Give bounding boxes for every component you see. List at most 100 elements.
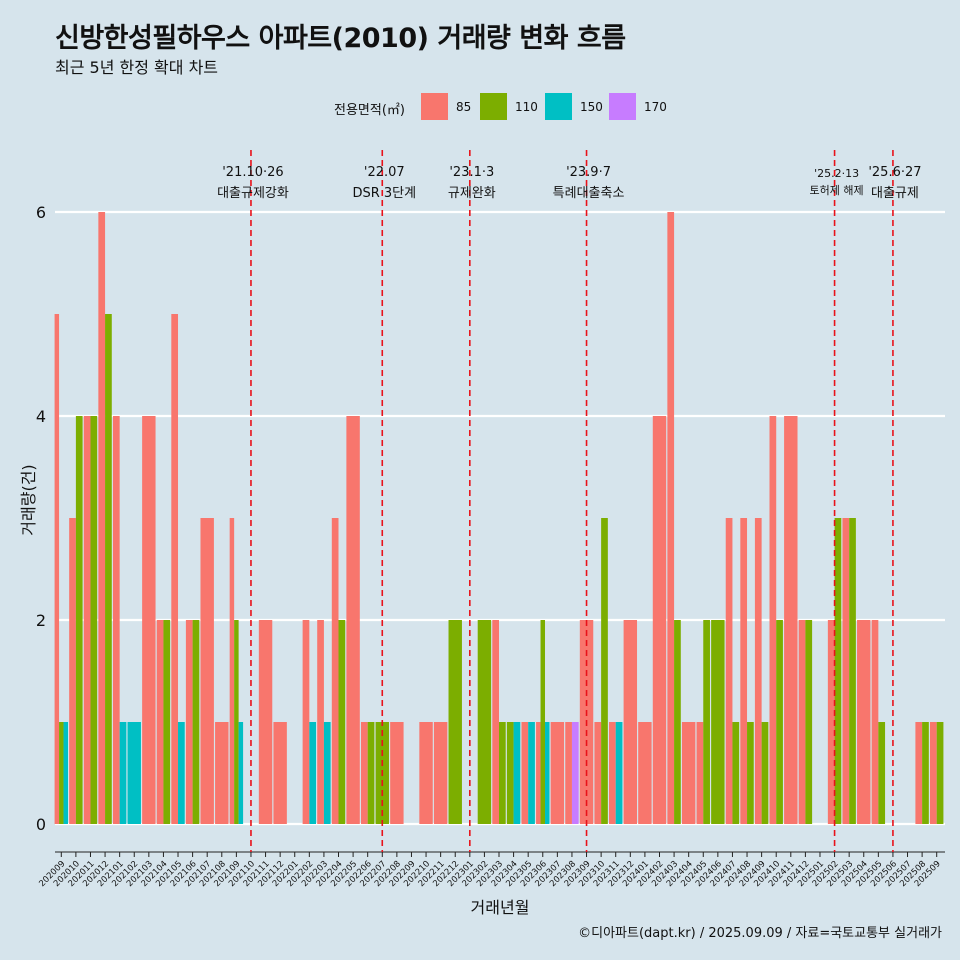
bar	[119, 722, 127, 824]
bar	[338, 620, 346, 824]
bar	[163, 620, 171, 824]
bar	[565, 722, 572, 824]
bar	[725, 518, 733, 824]
bar	[98, 212, 106, 824]
y-tick-label: 2	[36, 611, 46, 630]
bar	[878, 722, 886, 824]
bar	[309, 722, 317, 824]
y-axis-title: 거래량(건)	[19, 464, 38, 535]
bar	[448, 620, 462, 824]
bar	[805, 620, 813, 824]
bar	[390, 722, 404, 824]
event-text-label: 규제완화	[448, 186, 496, 201]
event-date-label: '25.6·27	[868, 165, 921, 180]
bar	[127, 722, 141, 824]
bar	[601, 518, 608, 824]
bar	[521, 722, 529, 824]
bar	[360, 722, 368, 824]
bar	[200, 518, 214, 824]
event-text-label: 토허제 해제	[810, 183, 864, 197]
event-date-label: '23.1·3	[449, 165, 494, 180]
legend-swatch	[480, 93, 507, 120]
chart-title: 신방한성필하우스 아파트(2010) 거래량 변화 흐름	[55, 23, 626, 54]
bar	[90, 416, 98, 824]
bar	[75, 416, 83, 824]
bar	[711, 620, 725, 824]
bar	[492, 620, 499, 824]
legend-label: 170	[644, 100, 667, 114]
bar	[842, 518, 850, 824]
bar	[652, 416, 667, 824]
legend-label: 110	[515, 100, 538, 114]
event-date-label: '25.2·13	[814, 167, 859, 180]
bar	[433, 722, 448, 824]
bar	[105, 314, 112, 824]
y-tick-label: 6	[36, 203, 46, 222]
x-axis-title: 거래년월	[471, 898, 530, 917]
bar	[238, 722, 244, 824]
bar	[323, 722, 331, 824]
bar	[936, 722, 944, 824]
bar	[302, 620, 310, 824]
bar	[545, 722, 550, 824]
bar	[915, 722, 923, 824]
bar	[571, 722, 579, 824]
bar	[229, 518, 235, 824]
bar	[367, 722, 375, 824]
bar	[798, 620, 806, 824]
bar	[477, 620, 492, 824]
bar	[234, 620, 239, 824]
bar	[703, 620, 710, 824]
bar	[827, 620, 835, 824]
event-text-label: 대출규제강화	[217, 186, 289, 201]
bar	[178, 722, 185, 824]
bar	[638, 722, 652, 824]
legend-title: 전용면적(㎡)	[334, 103, 405, 118]
bar	[594, 722, 602, 824]
bar	[112, 416, 120, 824]
event-text-label: DSR 3단계	[352, 186, 416, 201]
bar	[609, 722, 616, 824]
bar	[63, 722, 69, 824]
bar	[273, 722, 287, 824]
bar	[215, 722, 229, 824]
bar	[59, 722, 64, 824]
bar	[732, 722, 740, 824]
bar	[623, 620, 638, 824]
bar	[834, 518, 842, 824]
bar	[192, 620, 200, 824]
event-text-label: 특례대출축소	[553, 186, 625, 201]
bar	[696, 722, 704, 824]
legend-label: 150	[580, 100, 603, 114]
bar	[681, 722, 696, 824]
bar	[346, 416, 360, 824]
y-tick-label: 0	[36, 815, 46, 834]
legend-swatch	[609, 93, 636, 120]
bar	[69, 518, 76, 824]
bar	[142, 416, 156, 824]
legend-label: 85	[456, 100, 472, 114]
bar	[536, 722, 541, 824]
bar	[754, 518, 762, 824]
bar	[929, 722, 937, 824]
bar	[740, 518, 748, 824]
bar	[747, 722, 754, 824]
event-text-label: 대출규제	[871, 186, 919, 201]
bar	[528, 722, 535, 824]
bar	[761, 722, 769, 824]
bar	[499, 722, 506, 824]
bar	[849, 518, 856, 824]
bar	[871, 620, 879, 824]
bar	[922, 722, 929, 824]
event-date-label: '21.10·26	[222, 165, 283, 180]
bar	[769, 416, 777, 824]
bar	[331, 518, 339, 824]
bar	[857, 620, 871, 824]
bar	[54, 314, 60, 824]
legend-swatch	[545, 93, 572, 120]
y-tick-label: 4	[36, 407, 46, 426]
legend-swatch	[421, 93, 448, 120]
chart-subtitle: 최근 5년 한정 확대 차트	[55, 58, 219, 77]
bar	[171, 314, 179, 824]
